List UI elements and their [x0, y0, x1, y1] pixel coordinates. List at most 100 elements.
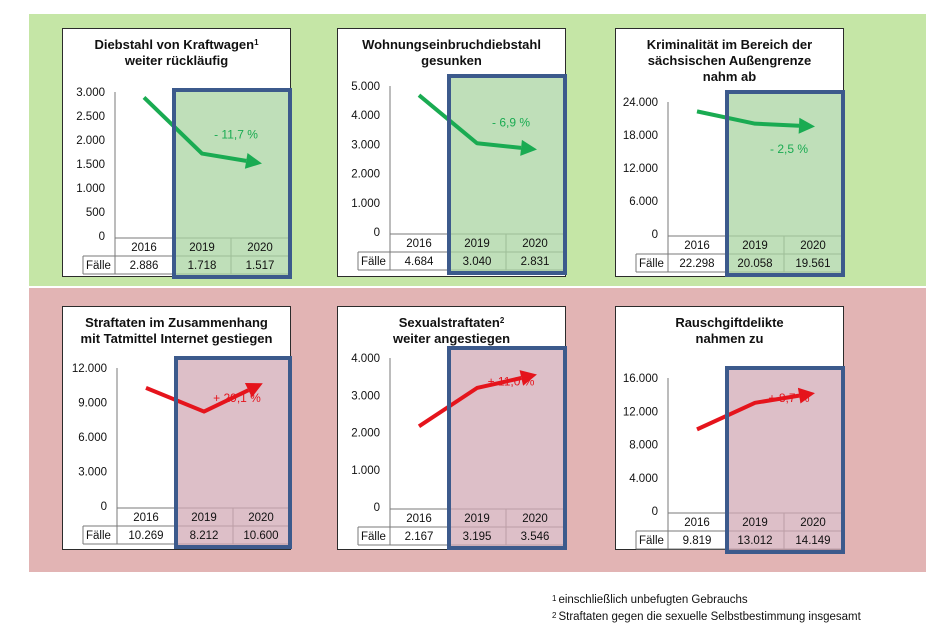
series-arrowhead	[798, 117, 815, 134]
table-value-cell: 8.212	[190, 530, 219, 542]
y-tick-label: 2.500	[76, 111, 105, 123]
y-tick-label: 16.000	[623, 373, 658, 385]
row-label: Fälle	[361, 531, 386, 543]
y-tick-label: 0	[99, 231, 105, 243]
y-tick-label: 500	[86, 207, 105, 219]
y-tick-label: 1.500	[76, 159, 105, 171]
series-arrowhead	[244, 382, 263, 398]
footnotes: 1 einschließlich unbefugten Gebrauchs 2 St…	[552, 592, 861, 626]
y-tick-label: 6.000	[78, 432, 107, 444]
row-label: Fälle	[86, 530, 111, 542]
category-label: 2020	[522, 238, 548, 250]
chart-title-line-2: sächsischen Außengrenze	[647, 53, 812, 68]
y-tick-label: 12.000	[623, 406, 658, 418]
chart-title-line-2: weiter rückläufig	[124, 53, 229, 68]
chart-svg: 0 6.000 12.000 18.000 24.000 2016 2019 2020 Fäll…	[623, 90, 845, 277]
highlight-box	[174, 356, 292, 549]
table-value-cell: 1.718	[188, 260, 217, 272]
y-tick-label: 5.000	[351, 81, 380, 93]
chart-panel-4: Straftaten im Zusammenhang mit Tatmittel …	[62, 306, 292, 550]
chart-panel-6: Rauschgiftdelikte nahmen zu 0 4.000 8.000 12.…	[615, 306, 845, 554]
series-arrowhead	[520, 139, 537, 156]
category-label: 2016	[684, 240, 710, 252]
table-value-cell: 13.012	[737, 535, 772, 547]
table-value-cell: 10.600	[243, 530, 278, 542]
chart-svg: 0 4.000 8.000 12.000 16.000 2016 2019 2020 Fälle…	[623, 366, 845, 554]
chart-title: Kriminalität im Bereich der sächsischen A…	[616, 37, 843, 85]
category-label: 2019	[464, 238, 490, 250]
category-label: 2019	[191, 512, 217, 524]
chart-title-line-1: Kriminalität im Bereich der	[624, 37, 835, 53]
highlight-box	[725, 90, 845, 277]
y-tick-label: 4.000	[351, 353, 380, 365]
chart-title-line-2: mit Tatmittel Internet gestiegen	[80, 331, 273, 346]
row-label: Fälle	[639, 258, 664, 270]
chart-svg: 0 500 1.000 1.500 2.000 2.500 3.000 2016 2019 202…	[76, 87, 292, 279]
footnote-marker: 2	[499, 316, 505, 325]
chart-title-line-1: Sexualstraftaten2	[346, 315, 557, 331]
footnote-1: 1 einschließlich unbefugten Gebrauchs	[552, 592, 861, 609]
chart-title: Sexualstraftaten2 weiter angestiegen	[338, 315, 565, 347]
table-value-cell: 14.149	[795, 535, 830, 547]
table-value-cell: 4.684	[405, 256, 434, 268]
chart-title: Rauschgiftdelikte nahmen zu	[616, 315, 843, 347]
highlight-box	[447, 346, 567, 550]
category-label: 2020	[800, 240, 826, 252]
y-tick-label: 3.000	[76, 87, 105, 99]
chart-panel-2: Wohnungseinbruchdiebstahl gesunken 0 1.000 2…	[337, 28, 567, 277]
y-tick-label: 9.000	[78, 398, 107, 410]
y-tick-label: 2.000	[76, 135, 105, 147]
y-tick-label: 0	[652, 506, 658, 518]
y-tick-label: 0	[652, 229, 658, 241]
category-label: 2016	[406, 238, 432, 250]
y-tick-label: 2.000	[351, 428, 380, 440]
category-label: 2016	[406, 513, 432, 525]
row-label: Fälle	[86, 260, 111, 272]
chart-title-line-1: Diebstahl von Kraftwagen1	[71, 37, 282, 53]
category-label: 2016	[684, 517, 710, 529]
highlight-box	[172, 88, 292, 279]
y-tick-label: 0	[101, 501, 107, 513]
footnote-1-text: einschließlich unbefugten Gebrauchs	[558, 594, 748, 606]
chart-title-line-3: nahm ab	[702, 69, 757, 84]
chart-svg: 0 1.000 2.000 3.000 4.000 2016 2019 2020 Fälle 2.…	[351, 346, 567, 550]
y-tick-label: 1.000	[351, 198, 380, 210]
change-percent-label: + 11,0 %	[488, 374, 535, 388]
chart-title-line-2: gesunken	[421, 53, 482, 68]
highlight-box	[447, 74, 567, 275]
chart-title: Wohnungseinbruchdiebstahl gesunken	[338, 37, 565, 69]
highlight-fill	[176, 358, 290, 547]
y-tick-label: 3.000	[78, 467, 107, 479]
chart-title-line-1: Rauschgiftdelikte	[624, 315, 835, 331]
row-label: Fälle	[639, 535, 664, 547]
table-value-cell: 3.546	[521, 531, 550, 543]
chart-title-text: Sexualstraftaten	[398, 315, 500, 330]
footnote-2-marker: 2	[552, 611, 557, 620]
chart-title-text: Wohnungseinbruchdiebstahl	[362, 37, 541, 52]
chart-title: Straftaten im Zusammenhang mit Tatmittel …	[63, 315, 290, 347]
change-percent-label: + 29,1 %	[213, 391, 261, 405]
chart-title-line-1: Wohnungseinbruchdiebstahl	[346, 37, 557, 53]
chart-title: Diebstahl von Kraftwagen1 weiter rückläuf…	[63, 37, 290, 69]
series-arrowhead	[244, 152, 262, 169]
change-percent-label: - 11,7 %	[214, 127, 258, 141]
table-value-cell: 22.298	[679, 258, 714, 270]
category-label: 2016	[133, 512, 159, 524]
change-percent-label: - 6,9 %	[492, 115, 530, 129]
table-value-cell: 9.819	[683, 535, 712, 547]
y-tick-label: 3.000	[351, 390, 380, 402]
chart-panel-1: Diebstahl von Kraftwagen1 weiter rückläuf…	[62, 28, 292, 279]
y-tick-label: 12.000	[623, 163, 658, 175]
y-tick-label: 1.000	[351, 465, 380, 477]
series-arrowhead	[519, 370, 537, 386]
footnote-2-text: Straftaten gegen die sexuelle Selbstbest…	[558, 611, 861, 623]
table-value-cell: 10.269	[128, 530, 163, 542]
footnote-2: 2 Straftaten gegen die sexuelle Selbstbes…	[552, 609, 861, 626]
category-label: 2016	[131, 242, 157, 254]
chart-panel-3: Kriminalität im Bereich der sächsischen A…	[615, 28, 845, 277]
y-tick-label: 18.000	[623, 130, 658, 142]
table-value-cell: 2.886	[130, 260, 159, 272]
table-value-cell: 3.040	[463, 256, 492, 268]
highlight-fill	[174, 90, 290, 277]
chart-title-text: Diebstahl von Kraftwagen	[94, 37, 255, 52]
